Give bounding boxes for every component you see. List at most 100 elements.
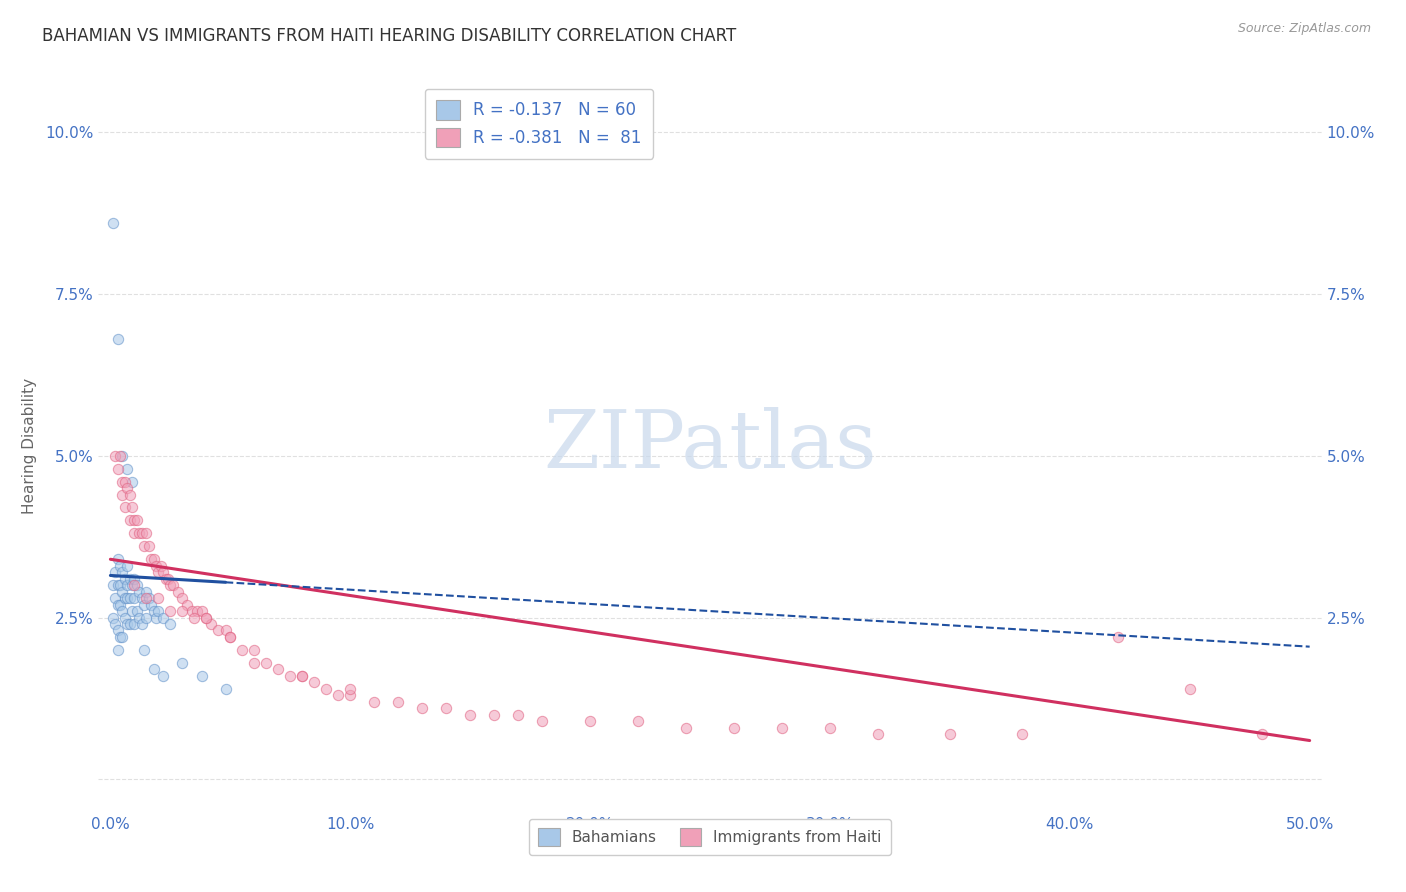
Point <box>107 332 129 346</box>
Point <box>124 526 146 541</box>
Point <box>121 578 143 592</box>
Point <box>115 617 138 632</box>
Point <box>101 216 124 230</box>
Point <box>172 604 194 618</box>
Point <box>152 669 174 683</box>
Point <box>159 578 181 592</box>
Point <box>866 727 889 741</box>
Point <box>107 624 129 638</box>
Point <box>108 630 131 644</box>
Point <box>207 624 229 638</box>
Point <box>278 669 301 683</box>
Point <box>200 617 222 632</box>
Point <box>243 656 266 670</box>
Point <box>115 578 138 592</box>
Point <box>482 707 505 722</box>
Point <box>108 558 131 573</box>
Point <box>141 598 163 612</box>
Point <box>149 558 172 573</box>
Point <box>148 591 170 606</box>
Point <box>411 701 433 715</box>
Point <box>111 566 134 580</box>
Point <box>176 598 198 612</box>
Point <box>231 643 253 657</box>
Point <box>101 610 124 624</box>
Point <box>152 566 174 580</box>
Point <box>172 656 194 670</box>
Point <box>114 610 136 624</box>
Point <box>159 604 181 618</box>
Point <box>254 656 277 670</box>
Point <box>770 721 793 735</box>
Point <box>104 617 127 632</box>
Point <box>181 604 204 618</box>
Point <box>104 449 127 463</box>
Point <box>141 552 163 566</box>
Point <box>121 500 143 515</box>
Point <box>115 591 138 606</box>
Point <box>434 701 457 715</box>
Legend: Bahamians, Immigrants from Haiti: Bahamians, Immigrants from Haiti <box>529 820 891 855</box>
Point <box>108 449 131 463</box>
Text: Source: ZipAtlas.com: Source: ZipAtlas.com <box>1237 22 1371 36</box>
Point <box>723 721 745 735</box>
Point <box>121 604 143 618</box>
Point <box>118 572 141 586</box>
Point <box>219 630 242 644</box>
Point <box>304 675 326 690</box>
Point <box>114 591 136 606</box>
Point <box>132 643 155 657</box>
Point <box>101 578 124 592</box>
Point <box>121 475 143 489</box>
Point <box>107 598 129 612</box>
Point <box>142 552 165 566</box>
Point <box>219 630 242 644</box>
Point <box>145 610 167 624</box>
Point <box>195 610 218 624</box>
Point <box>111 630 134 644</box>
Point <box>162 578 184 592</box>
Point <box>328 688 350 702</box>
Point <box>132 598 155 612</box>
Point <box>125 513 148 527</box>
Point <box>118 513 141 527</box>
Point <box>111 604 134 618</box>
Text: BAHAMIAN VS IMMIGRANTS FROM HAITI HEARING DISABILITY CORRELATION CHART: BAHAMIAN VS IMMIGRANTS FROM HAITI HEARIN… <box>42 27 737 45</box>
Point <box>579 714 602 728</box>
Point <box>1250 727 1272 741</box>
Point <box>148 566 170 580</box>
Point <box>107 461 129 475</box>
Point <box>135 584 157 599</box>
Point <box>132 539 155 553</box>
Point <box>190 669 212 683</box>
Point <box>128 610 150 624</box>
Point <box>142 662 165 676</box>
Point <box>124 578 146 592</box>
Point <box>243 643 266 657</box>
Point <box>138 591 160 606</box>
Point <box>115 558 138 573</box>
Point <box>152 610 174 624</box>
Point <box>186 604 208 618</box>
Point <box>124 591 146 606</box>
Point <box>118 617 141 632</box>
Point <box>195 610 218 624</box>
Point <box>142 604 165 618</box>
Point <box>1178 681 1201 696</box>
Point <box>145 558 167 573</box>
Point <box>131 526 153 541</box>
Point <box>111 487 134 501</box>
Point <box>172 591 194 606</box>
Point <box>114 572 136 586</box>
Point <box>183 610 205 624</box>
Point <box>135 591 157 606</box>
Point <box>125 604 148 618</box>
Point <box>115 461 138 475</box>
Point <box>190 604 212 618</box>
Point <box>818 721 841 735</box>
Point <box>214 681 236 696</box>
Point <box>107 578 129 592</box>
Y-axis label: Hearing Disability: Hearing Disability <box>22 378 37 514</box>
Point <box>166 584 188 599</box>
Point <box>124 513 146 527</box>
